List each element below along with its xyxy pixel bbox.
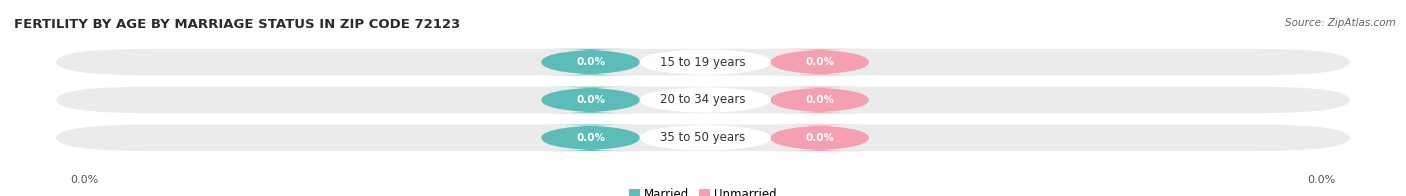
FancyBboxPatch shape (770, 87, 869, 113)
Text: FERTILITY BY AGE BY MARRIAGE STATUS IN ZIP CODE 72123: FERTILITY BY AGE BY MARRIAGE STATUS IN Z… (14, 18, 460, 31)
FancyBboxPatch shape (770, 125, 869, 151)
Text: 0.0%: 0.0% (806, 57, 834, 67)
Text: 20 to 34 years: 20 to 34 years (661, 93, 745, 106)
Text: 0.0%: 0.0% (1308, 175, 1336, 185)
FancyBboxPatch shape (56, 125, 1350, 151)
Text: 0.0%: 0.0% (806, 95, 834, 105)
Text: Source: ZipAtlas.com: Source: ZipAtlas.com (1285, 18, 1396, 28)
Text: 35 to 50 years: 35 to 50 years (661, 131, 745, 144)
FancyBboxPatch shape (541, 87, 640, 113)
FancyBboxPatch shape (640, 49, 770, 75)
Text: 0.0%: 0.0% (576, 133, 605, 143)
Text: 15 to 19 years: 15 to 19 years (661, 56, 745, 69)
FancyBboxPatch shape (770, 49, 869, 75)
Text: 0.0%: 0.0% (576, 57, 605, 67)
FancyBboxPatch shape (56, 49, 1350, 75)
FancyBboxPatch shape (640, 125, 770, 151)
Text: 0.0%: 0.0% (806, 133, 834, 143)
Text: 0.0%: 0.0% (70, 175, 98, 185)
FancyBboxPatch shape (541, 49, 640, 75)
Text: 0.0%: 0.0% (576, 95, 605, 105)
FancyBboxPatch shape (640, 87, 770, 113)
FancyBboxPatch shape (541, 125, 640, 151)
FancyBboxPatch shape (56, 87, 1350, 113)
Legend: Married, Unmarried: Married, Unmarried (624, 183, 782, 196)
